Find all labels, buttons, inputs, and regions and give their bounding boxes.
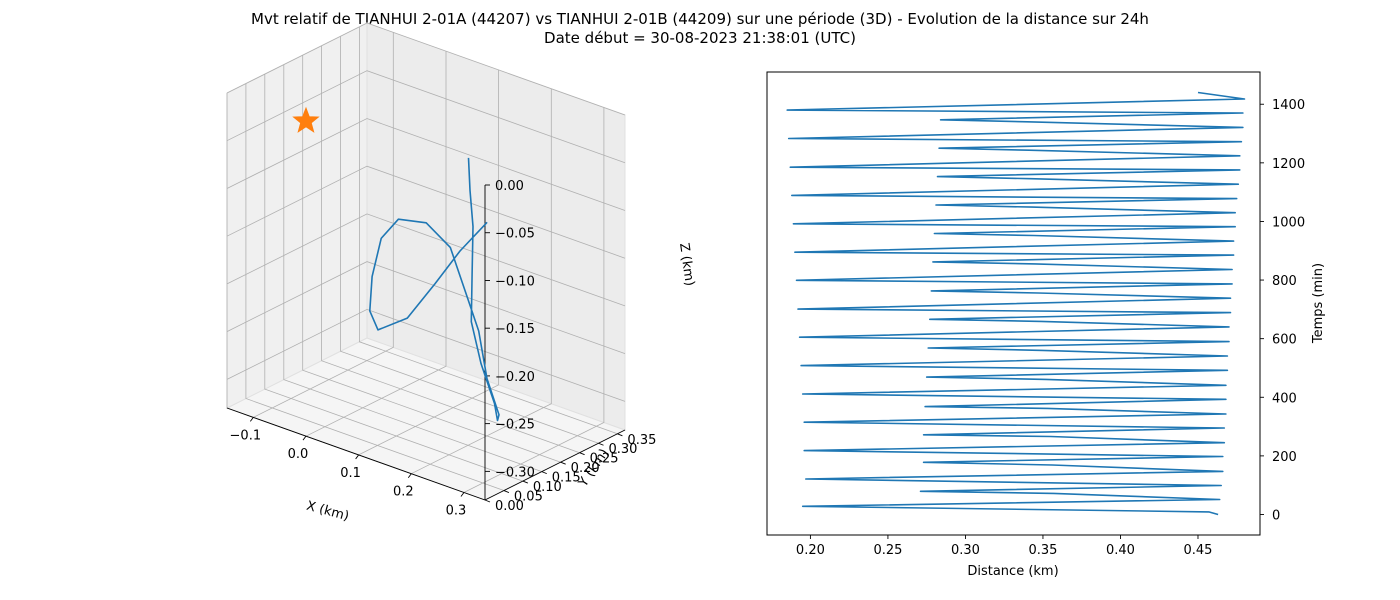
gridline-x [253, 32, 394, 418]
y-tick-label: 400 [1272, 391, 1297, 406]
gridline-x [305, 51, 447, 437]
gridline-z [226, 308, 626, 402]
chart-subtitle: Date début = 30-08-2023 21:38:01 (UTC) [544, 29, 856, 47]
y-tick [484, 499, 491, 503]
x-tick-label: 0.25 [873, 543, 902, 558]
y-tick [522, 480, 529, 484]
y-tick-label: 600 [1272, 333, 1297, 348]
chart-title: Mvt relatif de TIANHUI 2-01A (44207) vs … [251, 10, 1149, 28]
distance-series-line [786, 91, 1246, 516]
y-tick-label: 800 [1272, 274, 1297, 289]
x-tick-label: 0.1 [340, 466, 361, 481]
z-tick-label: −0.15 [495, 322, 535, 337]
x-tick [407, 473, 412, 478]
x-tick-label: 0.0 [288, 447, 309, 462]
y-tick [503, 490, 510, 493]
z-tick-label: −0.20 [495, 370, 535, 385]
origin-star-marker [292, 106, 320, 133]
y-tick-label: 1000 [1272, 215, 1305, 230]
x-tick [302, 435, 307, 441]
x-tick [249, 417, 254, 422]
y-tick [598, 442, 604, 446]
y-tick [617, 433, 623, 437]
gridline-x [358, 69, 500, 456]
gridline-z [226, 70, 626, 164]
y-tick-label: 1400 [1272, 98, 1305, 113]
y-axis-line [484, 429, 626, 501]
z-tick-label: −0.10 [495, 274, 535, 289]
z-tick-label: −0.30 [495, 465, 535, 480]
gridline-z [226, 165, 626, 259]
x-tick-label: 0.35 [1028, 543, 1057, 558]
y-tick-label: 0.20 [571, 461, 600, 476]
gridline-z [226, 213, 626, 307]
y-tick-label: 0.10 [533, 480, 562, 495]
plot-frame [766, 71, 1261, 536]
z-tick-label: −0.25 [495, 418, 535, 433]
gridline-y [264, 74, 523, 482]
gridline-y [358, 26, 618, 435]
trajectory-line [368, 157, 500, 422]
data-3d [292, 106, 500, 422]
y-tick-label: 200 [1272, 450, 1297, 465]
y-tick-label: 0.25 [590, 452, 619, 467]
gridline-y [245, 83, 505, 491]
x-tick-label: 0.30 [951, 543, 980, 558]
y-tick-label: 0.30 [609, 442, 638, 457]
gridline-y [283, 64, 542, 472]
x-axis-label: Distance (km) [967, 564, 1058, 579]
z-tick-label: −0.05 [495, 227, 535, 242]
gridline-y [302, 55, 561, 463]
x-tick-label: 0.40 [1106, 543, 1135, 558]
gridline-z [226, 261, 626, 354]
gridline-y [340, 36, 599, 444]
gridline-y [321, 45, 580, 454]
x-tick-label: 0.45 [1184, 543, 1213, 558]
y-tick-label: 0.00 [495, 499, 524, 514]
x-tick-label: −0.1 [230, 428, 262, 443]
y-tick [560, 461, 566, 465]
y-tick-label: 0 [1272, 508, 1280, 523]
z-axis-label: Z (km) [676, 242, 697, 287]
title-block: Mvt relatif de TIANHUI 2-01A (44207) vs … [0, 10, 1400, 48]
gridline-z [226, 22, 626, 116]
gridline-x [411, 88, 552, 475]
x-axis-line [226, 407, 486, 501]
x-ticks: 0.20 0.25 0.30 0.35 0.40 0.45 [796, 535, 1213, 558]
y-tick-label: 1200 [1272, 157, 1305, 172]
y-tick-label: 0.35 [627, 433, 656, 448]
axes-3d: −0.10.00.10.20.3 0.000.050.100.150.200.25… [226, 179, 656, 518]
y-tick-label: 0.05 [514, 490, 543, 505]
x-tick-label: 0.20 [796, 543, 825, 558]
y-tick-label: 0.15 [552, 471, 581, 486]
data-2d [786, 91, 1246, 516]
y-tick [541, 471, 547, 475]
y-axis-label: Temps (min) [1311, 263, 1326, 344]
gridline-z [226, 118, 626, 211]
y-ticks: 0 200 400 600 800 1000 1200 1400 [1260, 98, 1305, 523]
x-tick [355, 454, 359, 460]
z-tick-label: 0.00 [495, 179, 524, 194]
x-tick-label: 0.2 [393, 485, 414, 500]
x-tick-label: 0.3 [446, 503, 467, 518]
y-tick [579, 452, 585, 456]
x-tick [460, 492, 465, 497]
grid-3d [226, 22, 626, 501]
gridline-x [463, 107, 605, 493]
